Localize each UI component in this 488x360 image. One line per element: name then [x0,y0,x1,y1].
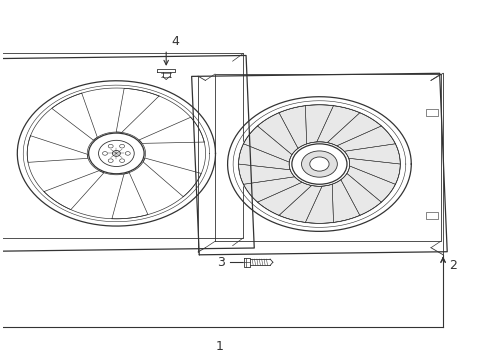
Polygon shape [340,158,400,215]
Polygon shape [238,113,297,170]
Text: 3: 3 [217,256,224,269]
Circle shape [112,150,120,156]
Polygon shape [116,88,204,143]
Polygon shape [279,105,359,148]
Text: 1: 1 [215,339,223,352]
Polygon shape [243,177,322,222]
Polygon shape [27,93,97,162]
Polygon shape [257,105,333,155]
Circle shape [99,140,134,166]
Polygon shape [326,113,400,164]
Polygon shape [243,106,306,162]
Polygon shape [27,136,104,210]
Polygon shape [331,166,395,222]
Circle shape [301,151,337,177]
Polygon shape [52,88,159,140]
Circle shape [88,133,144,174]
Polygon shape [44,171,148,219]
Circle shape [125,152,130,155]
Polygon shape [157,69,175,72]
Circle shape [108,159,113,162]
Circle shape [291,144,346,184]
Text: 4: 4 [171,35,179,48]
Polygon shape [238,144,302,202]
Polygon shape [316,106,395,151]
Polygon shape [257,182,333,223]
Polygon shape [305,174,381,223]
Circle shape [120,159,124,162]
Circle shape [108,144,113,148]
Polygon shape [305,105,381,146]
Bar [425,212,437,219]
Polygon shape [139,117,205,197]
Circle shape [309,157,328,171]
Polygon shape [112,158,201,219]
Polygon shape [243,258,249,267]
Circle shape [120,144,124,148]
Polygon shape [238,164,311,215]
Polygon shape [344,144,399,202]
Polygon shape [238,126,294,184]
Polygon shape [336,126,399,184]
Polygon shape [279,180,359,223]
Circle shape [102,152,107,155]
Text: 2: 2 [448,259,456,272]
Bar [425,109,437,117]
